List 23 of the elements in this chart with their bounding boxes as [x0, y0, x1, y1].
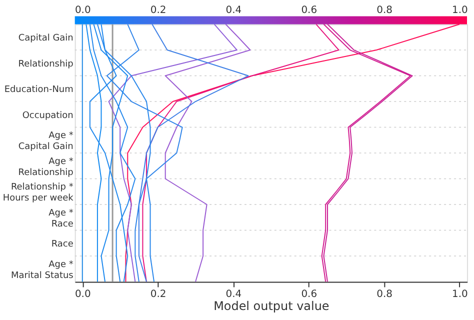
x-tick-label: 0.0 [74, 4, 91, 16]
y-tick-label: Race [51, 240, 74, 250]
y-tick-label: Age * Race [48, 208, 74, 230]
x-tick-label: 0.8 [376, 4, 392, 16]
y-tick-label: Age * Relationship [18, 156, 74, 178]
x2-tick-label: 0.2 [150, 289, 166, 300]
y-tick-label: Age * Capital Gain [18, 131, 74, 152]
x-tick-label: 1.0 [452, 4, 468, 16]
x-tick-label: 0.6 [301, 4, 318, 16]
x-axis-title: Model output value [214, 299, 330, 314]
x2-tick-label: 0.4 [226, 289, 242, 300]
x-tick-label: 0.4 [226, 4, 242, 16]
y-tick-label: Relationship [18, 59, 74, 70]
y-tick-label: Capital Gain [18, 34, 74, 44]
y-tick-label: Education-Num [4, 85, 74, 96]
x-tick-label: 0.2 [150, 4, 166, 16]
y-tick-label: Occupation [22, 110, 74, 121]
y-tick-label: Age * Marital Status [10, 260, 74, 281]
x2-tick-label: 0.0 [74, 289, 91, 300]
x2-tick-label: 0.8 [376, 289, 392, 300]
x2-tick-label: 0.6 [301, 289, 318, 300]
y-tick-label: Relationship * Hours per week [2, 182, 74, 204]
x2-tick-label: 1.0 [452, 289, 468, 300]
